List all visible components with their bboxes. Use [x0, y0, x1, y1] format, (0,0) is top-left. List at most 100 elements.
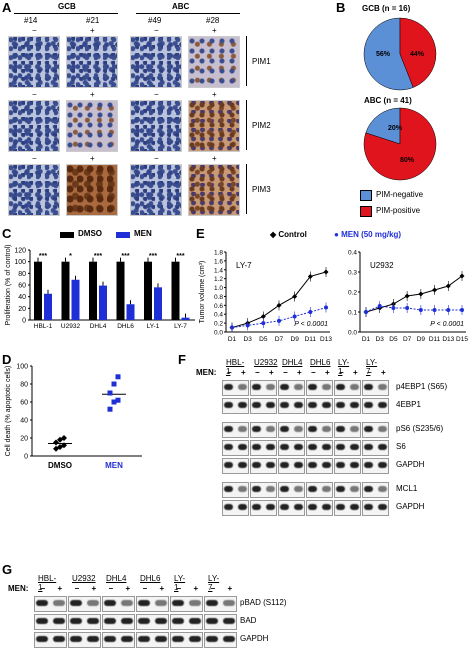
e-chart-title: LY-7: [236, 261, 252, 270]
blot-band: [189, 618, 201, 624]
blot-band: [138, 600, 150, 606]
blot-band: [121, 600, 133, 606]
e-pvalue: P < 0.0001: [294, 321, 328, 328]
c-significance: ***: [121, 253, 129, 260]
panel-b-letter: B: [336, 0, 346, 15]
blot-band: [266, 486, 275, 492]
cell-line-label: LY-1: [338, 358, 350, 376]
blot-row-label: pS6 (S235/6): [396, 424, 444, 433]
blot-band: [308, 402, 317, 408]
blot-band: [266, 462, 275, 468]
blot-band: [364, 486, 373, 492]
blot-band: [336, 384, 345, 390]
e-x-tick-label: D3: [376, 336, 385, 343]
blot-band: [252, 426, 261, 432]
e-control-point: [432, 287, 438, 293]
blot-band: [378, 444, 387, 450]
blot-band: [378, 462, 387, 468]
e-y-axis-label: Tumor volume (cm³): [199, 261, 206, 324]
blot-band: [280, 444, 289, 450]
blot-band: [350, 486, 359, 492]
e-control-line: [365, 275, 463, 313]
e-men-point: [391, 306, 396, 310]
c-x-tick-label: HBL-1: [34, 323, 53, 330]
blot-band: [336, 462, 345, 468]
abc-pie: 20% 80%: [363, 107, 437, 181]
e-men-point: [460, 308, 464, 312]
blot-band: [224, 402, 233, 408]
blot-band: [87, 600, 99, 606]
blot-band: [266, 444, 275, 450]
legend-control-label: ◆ Control: [270, 230, 307, 239]
e-men-point: [324, 305, 328, 310]
blot-band: [336, 426, 345, 432]
blot-band: [87, 636, 99, 642]
tumor-volume-charts: 0.0 0.2 0.4 0.6 0.8 1.0 1.2 1.4 1.61.8 D1 D3 D5 D7 D9…: [199, 250, 468, 344]
e-y-tick-label: 1.0: [214, 285, 223, 292]
blot-band: [252, 504, 261, 510]
blot-band: [155, 600, 167, 606]
blot-row-label: S6: [396, 442, 406, 451]
e-x-tick-label: D15: [456, 336, 468, 343]
blot-band: [70, 636, 82, 642]
d-point-dmso: [61, 442, 67, 449]
sign-r3-c1: −: [32, 154, 37, 163]
blot-band: [266, 426, 275, 432]
men-sign: −: [108, 584, 114, 593]
blot-band: [252, 486, 261, 492]
c-significance: ***: [176, 253, 184, 260]
blot-band: [294, 402, 303, 408]
blot-band: [350, 504, 359, 510]
c-significance: ***: [94, 253, 102, 260]
panel-d-letter: D: [2, 352, 12, 367]
c-bar-dmso: [34, 261, 42, 320]
c-y-tick-label: 0: [22, 318, 26, 325]
legend-men-e-label: ● MEN (50 mg/kg): [334, 230, 402, 239]
blot-band: [224, 426, 233, 432]
blot-band: [350, 402, 359, 408]
men-row-label: MEN:: [8, 584, 29, 593]
c-significance: *: [69, 253, 72, 260]
c-y-tick-label: 100: [14, 259, 26, 266]
blot-row-label: GAPDH: [240, 634, 269, 643]
blot-band: [155, 618, 167, 624]
blot-band: [322, 426, 331, 432]
legend-positive-label: PIM-positive: [376, 206, 421, 215]
e-x-tick-label: D1: [228, 336, 237, 343]
ihc-pim2-21: [66, 100, 118, 152]
blot-band: [322, 462, 331, 468]
e-men-point: [405, 306, 410, 310]
blot-band: [238, 462, 247, 468]
blot-band: [294, 504, 303, 510]
cell-line-label: DHL4: [106, 574, 127, 583]
blot-band: [104, 618, 116, 624]
men-sign: +: [241, 368, 246, 377]
panel-a-letter: A: [2, 0, 12, 15]
blot-band: [322, 504, 331, 510]
e-x-tick-label: D5: [389, 336, 398, 343]
ihc-pim3-49: [130, 164, 182, 216]
cell-line-label: HBL-1: [38, 574, 57, 592]
e-x-tick-label: D5: [259, 336, 268, 343]
men-sign: −: [311, 368, 316, 377]
legend-negative-label: PIM-negative: [376, 190, 424, 199]
men-sign: −: [339, 368, 344, 377]
e-men-point: [292, 314, 297, 319]
blot-band: [238, 444, 247, 450]
d-y-tick-label: 80: [20, 382, 28, 389]
c-x-tick-label: DHL6: [117, 323, 134, 330]
sign-r1-c2: +: [90, 26, 95, 35]
men-sign: −: [255, 368, 260, 377]
abc-pos-label: 80%: [400, 157, 415, 164]
d-point-men: [115, 397, 121, 403]
blot-band: [294, 426, 303, 432]
blot-row-label: p4EBP1 (S65): [396, 382, 448, 391]
d-point-dmso: [53, 445, 59, 452]
blot-band: [294, 384, 303, 390]
sign-r1-c1: −: [32, 26, 37, 35]
d-point-men: [115, 374, 121, 380]
e-y-tick-label: 0.3: [348, 270, 357, 277]
abc-pie-positive-slice: [363, 107, 437, 181]
blot-band: [280, 462, 289, 468]
e-y-tick-label: 0.8: [214, 294, 223, 301]
